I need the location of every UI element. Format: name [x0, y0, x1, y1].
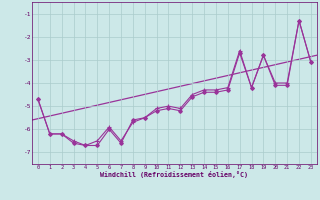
X-axis label: Windchill (Refroidissement éolien,°C): Windchill (Refroidissement éolien,°C)	[100, 171, 248, 178]
